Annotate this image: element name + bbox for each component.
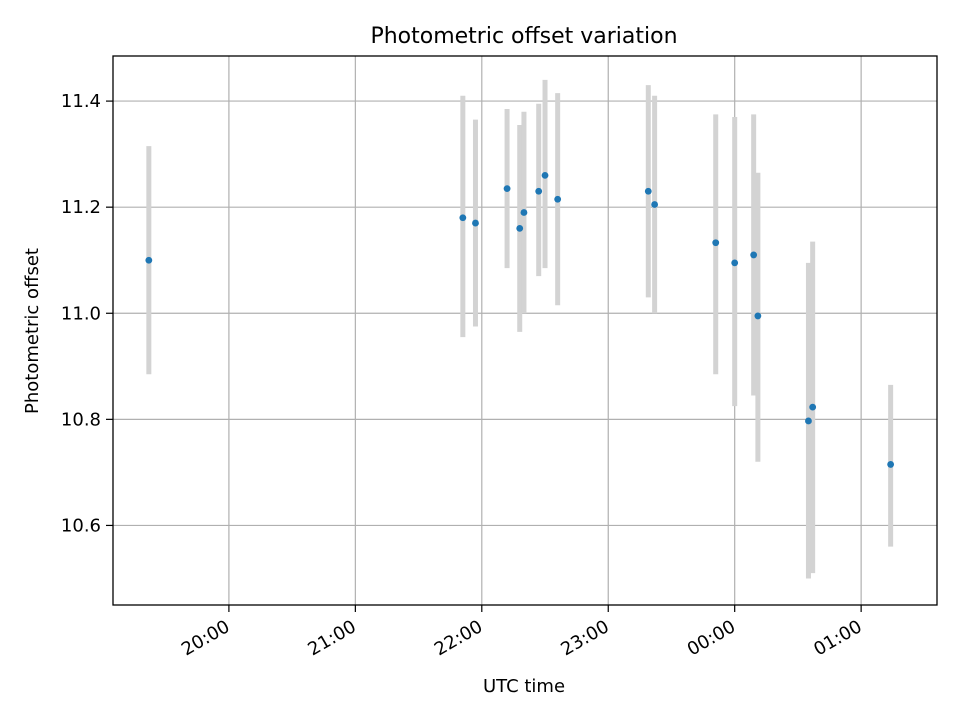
y-axis: 10.6 10.8 11.0 11.2 11.4 xyxy=(61,91,113,536)
data-point xyxy=(554,195,562,203)
data-point xyxy=(459,214,467,222)
y-tick-label: 10.6 xyxy=(61,515,101,536)
y-axis-label: Photometric offset xyxy=(22,248,43,414)
data-point xyxy=(503,185,511,193)
data-point xyxy=(535,187,543,195)
data-point xyxy=(809,403,817,411)
data-point xyxy=(541,171,549,179)
data-point xyxy=(805,417,812,425)
data-point xyxy=(516,224,524,232)
y-tick-label: 11.2 xyxy=(61,197,101,218)
data-point xyxy=(887,461,895,468)
x-axis-label: UTC time xyxy=(483,676,565,697)
data-point xyxy=(472,219,479,227)
data-point xyxy=(731,259,739,267)
y-tick-label: 11.4 xyxy=(61,91,101,112)
data-point xyxy=(145,256,153,264)
plot-area-frame xyxy=(112,55,938,606)
data-point xyxy=(750,251,758,259)
data-point xyxy=(520,209,528,216)
y-tick-label: 10.8 xyxy=(61,409,101,430)
data-point xyxy=(712,239,720,247)
data-point xyxy=(651,201,659,208)
data-points xyxy=(145,171,895,468)
data-point xyxy=(754,312,762,320)
y-tick-label: 11.0 xyxy=(61,303,101,324)
data-point xyxy=(644,187,652,195)
chart-title: Photometric offset variation xyxy=(370,24,677,49)
